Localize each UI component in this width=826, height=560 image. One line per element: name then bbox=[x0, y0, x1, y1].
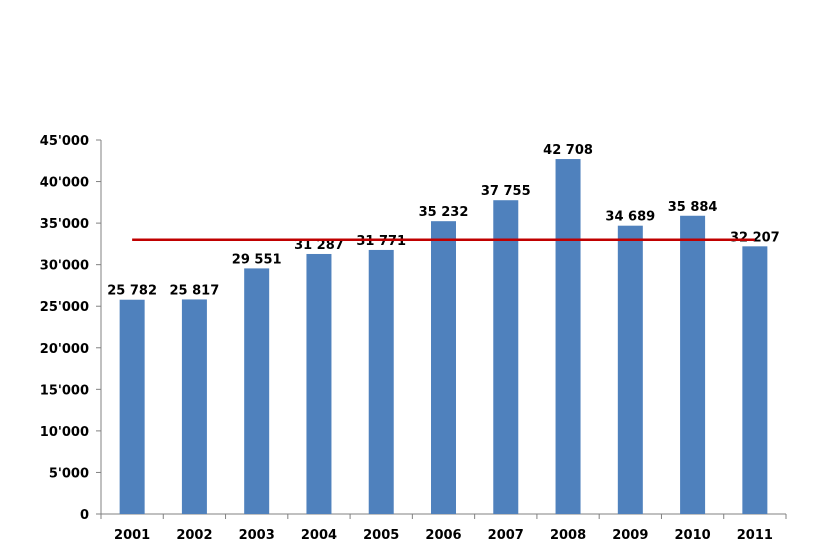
x-tick-label: 2003 bbox=[239, 528, 275, 543]
y-tick-label: 25'000 bbox=[40, 300, 89, 315]
x-tick-label: 2009 bbox=[612, 528, 648, 543]
x-tick-label: 2004 bbox=[301, 528, 337, 543]
bar bbox=[617, 225, 643, 514]
y-axis: 0 5'000 10'000 15'000 20'000 25'000 30'000 35'0… bbox=[40, 134, 102, 523]
data-label: 35 232 bbox=[419, 205, 469, 220]
data-label: 32 207 bbox=[730, 230, 780, 245]
data-label: 31 287 bbox=[294, 238, 344, 253]
bar bbox=[306, 253, 332, 514]
bar bbox=[742, 246, 768, 515]
data-label: 35 884 bbox=[668, 200, 718, 215]
data-label: 42 708 bbox=[543, 143, 593, 158]
y-tick-label: 5'000 bbox=[49, 466, 89, 481]
x-axis: 2001 2002 2003 2004 2005 2006 2007 2008 2009 2010… bbox=[100, 513, 787, 543]
data-label: 34 689 bbox=[605, 210, 655, 225]
y-tick-label: 0 bbox=[80, 508, 89, 523]
data-labels: 25 782 25 817 29 551 31 287 31 771 35 232 37 7… bbox=[107, 143, 779, 299]
y-tick-label: 45'000 bbox=[40, 134, 89, 149]
y-tick-label: 15'000 bbox=[40, 383, 89, 398]
data-label: 25 817 bbox=[170, 283, 220, 298]
bar bbox=[368, 249, 394, 514]
x-tick-label: 2006 bbox=[425, 528, 461, 543]
bar bbox=[181, 299, 207, 514]
bars bbox=[119, 159, 768, 515]
bar bbox=[244, 268, 270, 514]
x-tick-label: 2010 bbox=[674, 528, 710, 543]
data-label: 37 755 bbox=[481, 184, 531, 199]
x-tick-label: 2008 bbox=[550, 528, 586, 543]
x-tick-label: 2002 bbox=[176, 528, 212, 543]
bar bbox=[493, 200, 519, 515]
x-tick-label: 2011 bbox=[737, 528, 773, 543]
data-label: 29 551 bbox=[232, 252, 282, 267]
y-tick-label: 40'000 bbox=[40, 176, 89, 191]
y-tick-label: 30'000 bbox=[40, 259, 89, 274]
data-label: 31 771 bbox=[356, 234, 406, 249]
y-tick-label: 20'000 bbox=[40, 342, 89, 357]
bar bbox=[555, 159, 581, 514]
y-tick-label: 35'000 bbox=[40, 217, 89, 232]
bar bbox=[119, 299, 145, 514]
x-tick-label: 2007 bbox=[488, 528, 524, 543]
x-tick-label: 2001 bbox=[114, 528, 150, 543]
x-tick-label: 2005 bbox=[363, 528, 399, 543]
bar bbox=[431, 221, 456, 515]
y-tick-label: 10'000 bbox=[40, 425, 89, 440]
bar bbox=[680, 215, 706, 514]
data-label: 25 782 bbox=[107, 284, 157, 299]
